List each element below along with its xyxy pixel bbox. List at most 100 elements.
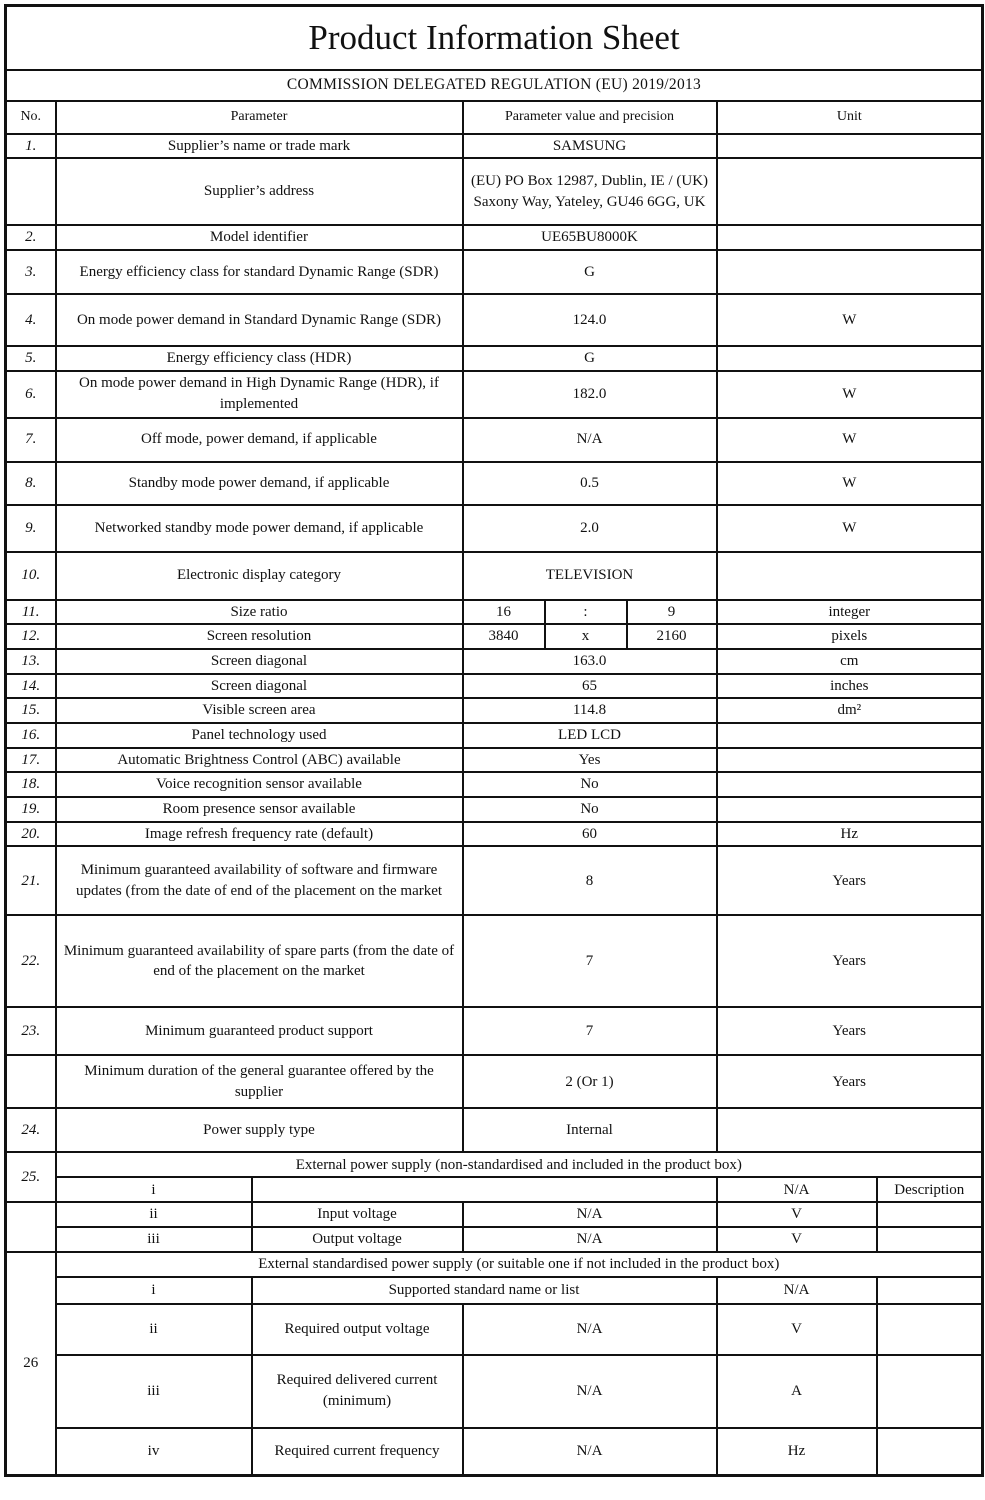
title-row: Product Information Sheet <box>4 4 984 71</box>
section-header: External standardised power supply (or s… <box>54 1250 984 1278</box>
cell-value: 124.0 <box>461 292 718 347</box>
cell-parameter: Power supply type <box>54 1107 464 1154</box>
cell-unit <box>715 796 984 823</box>
section-26-row: iv Required current frequency N/A Hz <box>6 1426 984 1477</box>
cell-resolution-width: 3840 <box>461 623 546 650</box>
cell-unit <box>715 771 984 799</box>
column-header-no: No. <box>4 99 57 135</box>
cell-unit: W <box>715 503 984 553</box>
section-26-row: iii Required delivered current (minimum)… <box>6 1353 984 1429</box>
cell-no: 21. <box>4 845 57 917</box>
cell-parameter: Panel technology used <box>54 722 464 749</box>
cell-unit: inches <box>715 672 984 700</box>
cell-no: 4. <box>4 292 57 347</box>
cell-value: N/A <box>461 1426 718 1477</box>
table-row: 16. Panel technology used LED LCD <box>4 722 984 749</box>
cell-extra: Description <box>875 1176 984 1204</box>
section-25-row: i N/A Description <box>6 1176 984 1204</box>
cell-value: 163.0 <box>461 647 718 675</box>
cell-unit: V <box>715 1201 878 1229</box>
cell-parameter: Required current frequency <box>250 1426 464 1477</box>
cell-parameter: Automatic Brightness Control (ABC) avail… <box>54 746 464 774</box>
cell-value: Yes <box>461 746 718 774</box>
cell-unit: cm <box>715 647 984 675</box>
cell-no: 3. <box>4 248 57 295</box>
cell-no: 14. <box>4 672 57 700</box>
cell-unit: W <box>715 369 984 419</box>
cell-unit: A <box>715 1353 878 1429</box>
cell-parameter: Supplier’s name or trade mark <box>54 132 464 160</box>
cell-ratio-height: 9 <box>625 598 718 626</box>
table-row: 19. Room presence sensor available No <box>4 796 984 823</box>
cell-unit <box>715 722 984 749</box>
section-26-row: i Supported standard name or list N/A <box>6 1275 984 1305</box>
page-title: Product Information Sheet <box>4 4 984 71</box>
table-row: Minimum duration of the general guarante… <box>4 1054 984 1110</box>
cell-parameter: Image refresh frequency rate (default) <box>54 820 464 848</box>
cell-resolution-separator: x <box>543 623 628 650</box>
section-25-header-row: 25. External power supply (non-standardi… <box>4 1151 984 1204</box>
table-row: 5. Energy efficiency class (HDR) G <box>4 344 984 372</box>
cell-value: G <box>461 344 718 372</box>
table-row: 9. Networked standby mode power demand, … <box>4 503 984 553</box>
cell-no: 23. <box>4 1006 57 1057</box>
cell-value: Internal <box>461 1107 718 1154</box>
cell-unit: W <box>715 460 984 506</box>
cell-no: 18. <box>4 771 57 799</box>
cell-roman: i <box>54 1275 253 1305</box>
cell-empty <box>4 1201 57 1253</box>
table-row: 11. Size ratio 16 : 9 integer <box>4 598 984 626</box>
cell-ratio-width: 16 <box>461 598 546 626</box>
cell-resolution-height: 2160 <box>625 623 718 650</box>
table-row: 12. Screen resolution 3840 x 2160 pixels <box>4 623 984 650</box>
cell-parameter: Minimum duration of the general guarante… <box>54 1054 464 1110</box>
table-row: 20. Image refresh frequency rate (defaul… <box>4 820 984 848</box>
cell-no: 22. <box>4 914 57 1009</box>
cell-no: 11. <box>4 598 57 626</box>
cell-parameter: Visible screen area <box>54 697 464 724</box>
table-row: 4. On mode power demand in Standard Dyna… <box>4 292 984 347</box>
cell-unit: Hz <box>715 1426 878 1477</box>
cell-parameter: Energy efficiency class for standard Dyn… <box>54 248 464 295</box>
cell-parameter: Screen resolution <box>54 623 464 650</box>
cell-unit <box>715 157 984 227</box>
cell-ratio-separator: : <box>543 598 628 626</box>
cell-extra <box>875 1302 984 1356</box>
cell-parameter: Required output voltage <box>250 1302 464 1356</box>
cell-parameter: Model identifier <box>54 224 464 251</box>
cell-no: 17. <box>4 746 57 774</box>
cell-parameter: Minimum guaranteed product support <box>54 1006 464 1057</box>
cell-parameter: Minimum guaranteed availability of softw… <box>54 845 464 917</box>
cell-no <box>4 1054 57 1110</box>
cell-parameter: Energy efficiency class (HDR) <box>54 344 464 372</box>
cell-value: 114.8 <box>461 697 718 724</box>
cell-unit: pixels <box>715 623 984 650</box>
cell-unit: Hz <box>715 820 984 848</box>
table-row: 15. Visible screen area 114.8 dm² <box>4 697 984 724</box>
cell-unit: integer <box>715 598 984 626</box>
cell-unit: W <box>715 416 984 463</box>
table-row: 13. Screen diagonal 163.0 cm <box>4 647 984 675</box>
table-row: 22. Minimum guaranteed availability of s… <box>4 914 984 1009</box>
cell-no: 25. <box>4 1151 57 1204</box>
cell-parameter: Screen diagonal <box>54 647 464 675</box>
cell-parameter <box>250 1176 718 1204</box>
cell-no: 26 <box>4 1250 57 1477</box>
cell-unit <box>715 224 984 251</box>
cell-parameter: Screen diagonal <box>54 672 464 700</box>
cell-value: N/A <box>715 1275 878 1305</box>
cell-parameter: Voice recognition sensor available <box>54 771 464 799</box>
table-row: 10. Electronic display category TELEVISI… <box>4 550 984 601</box>
cell-value: (EU) PO Box 12987, Dublin, IE / (UK) Sax… <box>461 157 718 227</box>
cell-value: 60 <box>461 820 718 848</box>
cell-roman: iii <box>54 1353 253 1429</box>
cell-unit <box>715 746 984 774</box>
table-row: 24. Power supply type Internal <box>4 1107 984 1154</box>
table-row: 1. Supplier’s name or trade mark SAMSUNG <box>4 132 984 160</box>
product-info-table: Product Information Sheet COMMISSION DEL… <box>4 4 985 1477</box>
table-row: Supplier’s address (EU) PO Box 12987, Du… <box>4 157 984 227</box>
cell-value: LED LCD <box>461 722 718 749</box>
cell-extra <box>875 1226 984 1253</box>
cell-no: 24. <box>4 1107 57 1154</box>
table-row: 3. Energy efficiency class for standard … <box>4 248 984 295</box>
